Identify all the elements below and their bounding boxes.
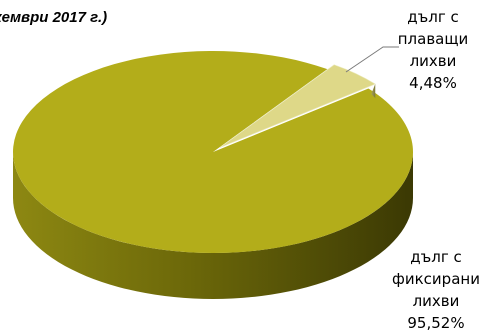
pie-side-fixed bbox=[13, 152, 413, 299]
chart-title: кември 2017 г.) bbox=[0, 9, 108, 26]
leader-line-floating bbox=[345, 46, 399, 73]
slice-label-floating: дълг с плаващи лихви 4,48% bbox=[397, 8, 469, 92]
slice-label-fixed: дълг с фиксирани лихви 95,52% bbox=[392, 248, 480, 332]
pie-slice-fixed bbox=[13, 51, 414, 253]
pie-slice-floating bbox=[219, 64, 376, 148]
pie-side-floating bbox=[371, 84, 376, 99]
